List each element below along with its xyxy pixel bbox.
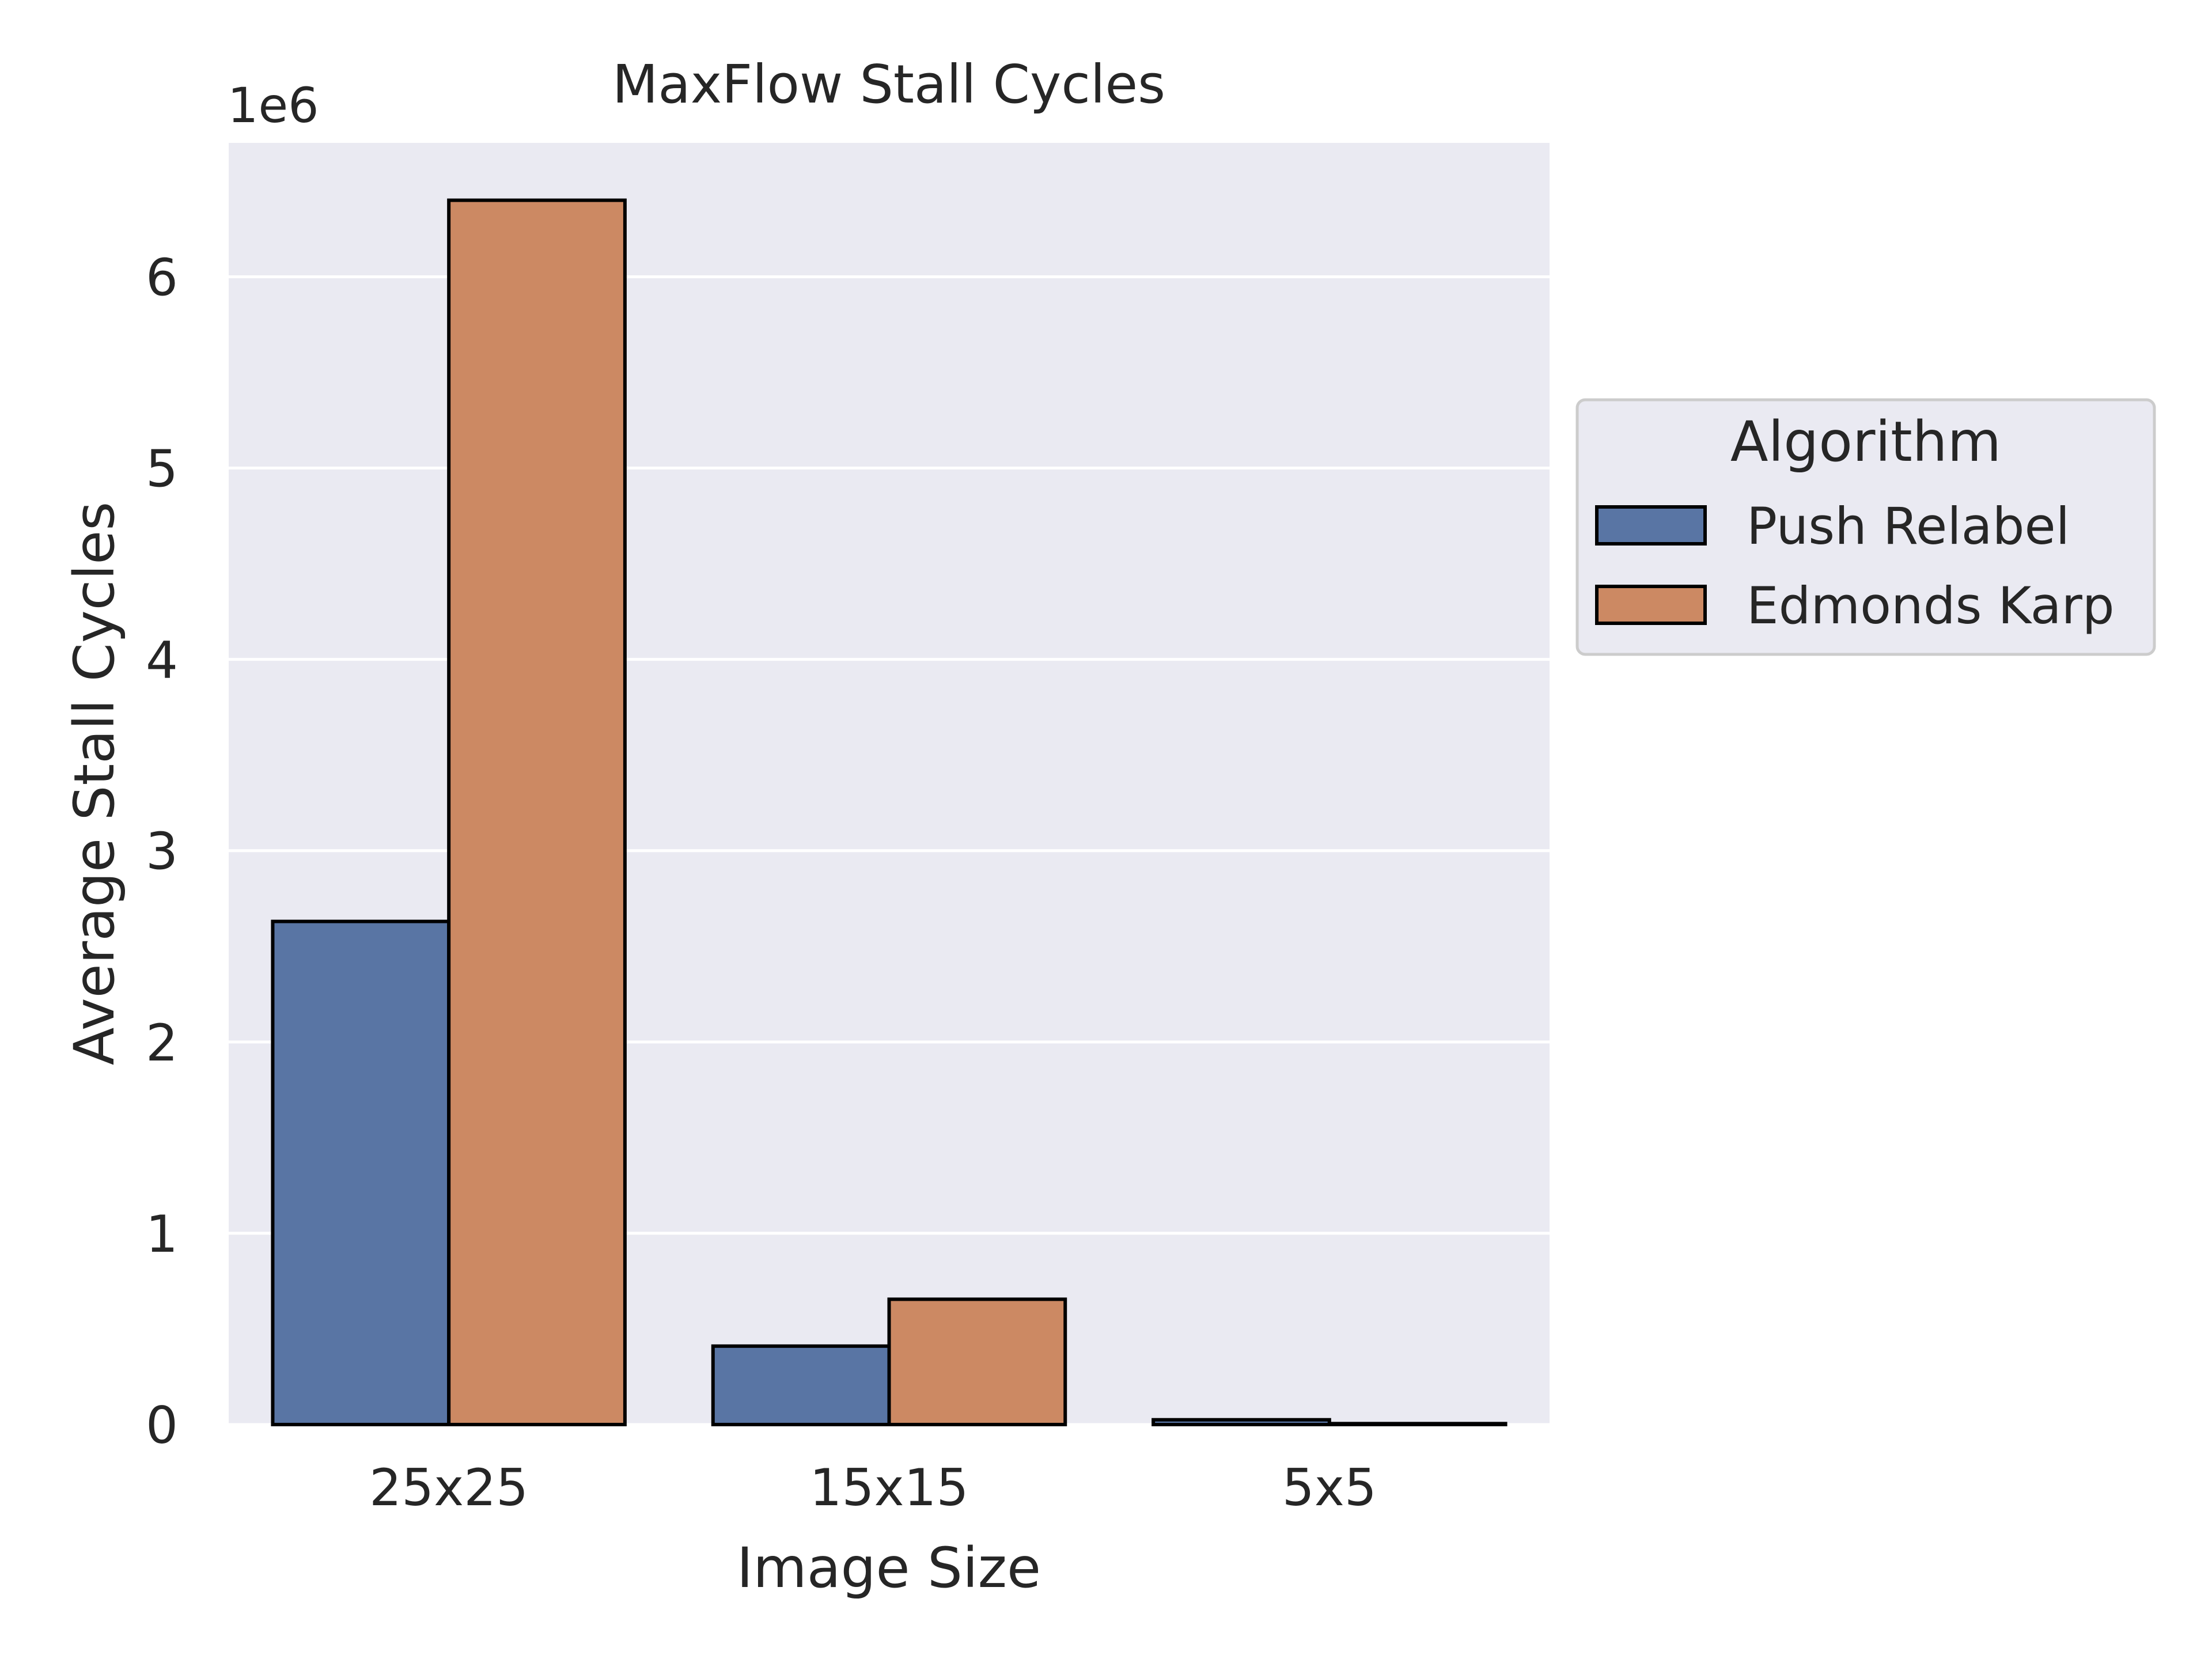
bar	[1152, 1418, 1331, 1426]
legend-box	[1575, 398, 2156, 656]
bar	[1327, 1422, 1508, 1427]
y-tick-label: 3	[146, 822, 178, 881]
bar	[887, 1297, 1067, 1427]
legend: Algorithm Push Relabel Edmonds Karp	[1575, 398, 2156, 656]
x-tick-label: 15x15	[809, 1458, 968, 1517]
y-axis-label: Average Stall Cycles	[62, 502, 127, 1065]
legend-label: Push Relabel	[1747, 497, 2070, 556]
x-tick-labels: 25x25 15x15 5x5	[369, 1458, 1377, 1517]
chart-title: MaxFlow Stall Cycles	[612, 54, 1165, 115]
y-tick-label: 5	[146, 440, 178, 499]
bar	[711, 1344, 891, 1426]
legend-items: Push Relabel Edmonds Karp	[1595, 497, 2115, 635]
y-offset-label: 1e6	[228, 77, 319, 134]
legend-swatch	[1595, 505, 1707, 546]
bar	[447, 198, 627, 1426]
legend-label: Edmonds Karp	[1747, 576, 2115, 635]
x-tick-label: 25x25	[369, 1458, 528, 1517]
y-tick-labels: 0 1 2 3 4 5 6	[146, 248, 178, 1455]
y-tick-label: 2	[146, 1013, 178, 1073]
legend-swatch	[1595, 585, 1707, 625]
y-tick-label: 0	[146, 1396, 178, 1455]
y-tick-label: 4	[146, 631, 178, 690]
x-axis-label: Image Size	[737, 1536, 1041, 1600]
bar	[271, 919, 451, 1426]
legend-title: Algorithm	[1730, 410, 2001, 474]
y-tick-label: 1	[146, 1205, 178, 1264]
bars	[271, 198, 1508, 1427]
x-tick-label: 5x5	[1282, 1458, 1377, 1517]
y-tick-label: 6	[146, 248, 178, 307]
